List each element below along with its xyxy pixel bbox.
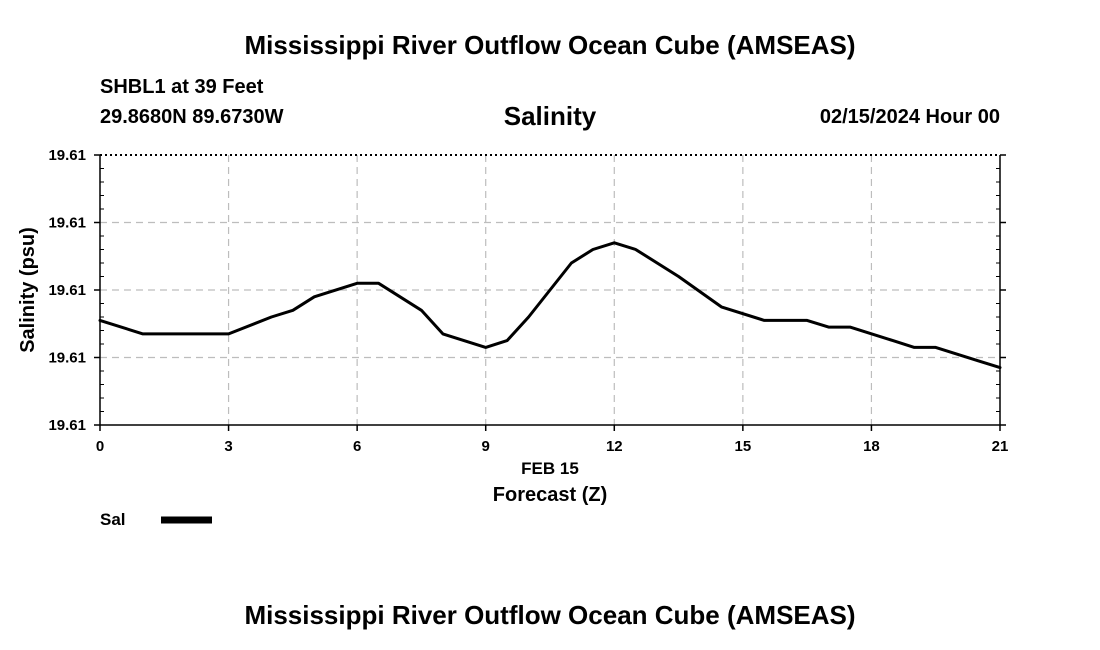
grid-lines	[100, 155, 1000, 425]
x-axis: 0 3 6 9 12 15 18 21	[96, 425, 1009, 455]
station-label: SHBL1 at 39 Feet	[100, 76, 264, 98]
y-tick-label-1: 19.61	[48, 350, 86, 367]
chart-title: Salinity	[503, 101, 597, 131]
x-tick-label-6: 18	[863, 438, 880, 455]
x-tick-label-2: 6	[353, 438, 361, 455]
x-axis-title: Forecast (Z)	[493, 484, 607, 506]
y-axis-title: Salinity (psu)	[17, 227, 39, 353]
series-layer	[98, 241, 1002, 370]
minor-ticks	[100, 168, 1000, 412]
y-axis: 19.61 19.61 19.61 19.61 19.61	[48, 147, 1006, 434]
x-tick-label-7: 21	[992, 438, 1009, 455]
page-title: Mississippi River Outflow Ocean Cube (AM…	[244, 30, 856, 60]
x-tick-label-5: 15	[735, 438, 752, 455]
y-tick-label-2: 19.61	[48, 282, 86, 299]
footer-title: Mississippi River Outflow Ocean Cube (AM…	[244, 600, 856, 630]
legend-label-sal: Sal	[100, 510, 126, 529]
y-tick-label-3: 19.61	[48, 215, 86, 232]
x-tick-label-1: 3	[224, 438, 232, 455]
series-line-sal	[98, 241, 1002, 370]
forecast-datetime: 02/15/2024 Hour 00	[819, 106, 1000, 128]
coordinates-label: 29.8680N 89.6730W	[100, 106, 284, 128]
x-tick-label-4: 12	[606, 438, 623, 455]
x-axis-date-label: FEB 15	[521, 459, 579, 478]
x-tick-label-3: 9	[482, 438, 490, 455]
y-tick-label-4: 19.61	[48, 147, 86, 164]
legend: Sal	[100, 510, 212, 529]
y-tick-label-0: 19.61	[48, 417, 86, 434]
x-tick-label-0: 0	[96, 438, 104, 455]
